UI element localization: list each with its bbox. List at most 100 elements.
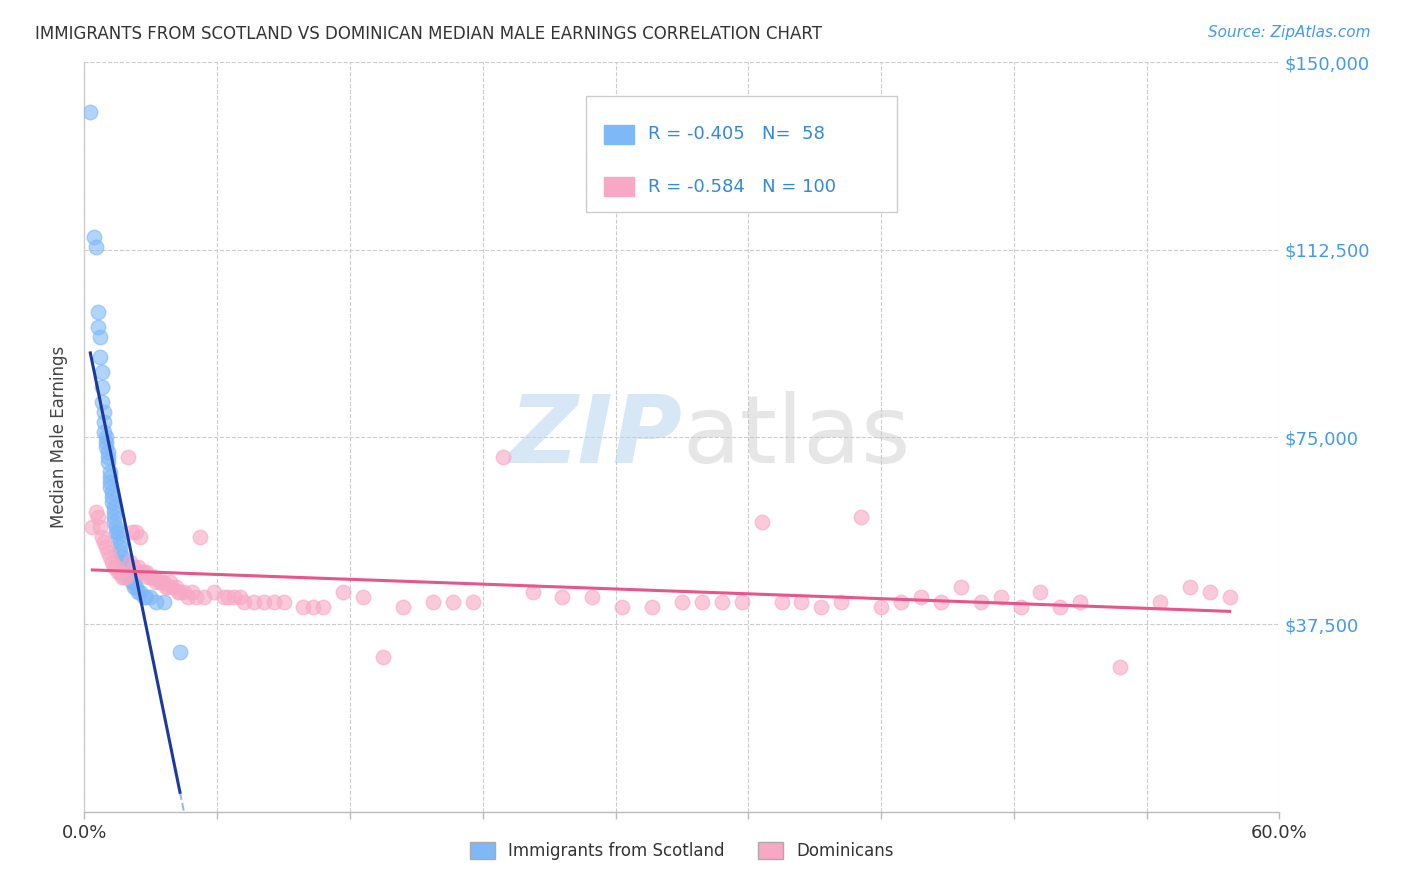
Point: [111, 555, 134, 569]
Point: [810, 599, 832, 614]
Point: [139, 570, 162, 584]
Point: [107, 524, 129, 539]
Text: ZIP: ZIP: [509, 391, 682, 483]
Point: [132, 590, 156, 604]
Point: [392, 599, 415, 614]
Point: [492, 450, 515, 464]
Point: [671, 595, 693, 609]
Point: [112, 560, 135, 574]
Point: [232, 595, 254, 609]
Point: [159, 574, 181, 589]
Point: [120, 570, 142, 584]
Point: [122, 560, 145, 574]
Point: [641, 599, 664, 614]
Point: [103, 515, 125, 529]
Point: [96, 440, 118, 454]
Point: [112, 555, 135, 569]
Point: [222, 590, 245, 604]
Point: [125, 524, 148, 539]
Point: [751, 515, 773, 529]
Point: [121, 524, 143, 539]
Point: [292, 599, 315, 614]
Point: [91, 365, 114, 379]
Point: [115, 570, 138, 584]
Point: [212, 590, 235, 604]
Point: [93, 405, 115, 419]
Point: [136, 570, 159, 584]
Point: [82, 520, 104, 534]
Point: [86, 505, 108, 519]
Point: [97, 455, 120, 469]
Point: [87, 305, 110, 319]
Point: [332, 585, 354, 599]
Point: [87, 510, 110, 524]
Bar: [605, 125, 634, 144]
Point: [107, 530, 129, 544]
Point: [273, 595, 295, 609]
Point: [153, 595, 176, 609]
Point: [117, 565, 139, 579]
Point: [612, 599, 634, 614]
Point: [202, 585, 225, 599]
Point: [89, 350, 111, 364]
Point: [1010, 599, 1032, 614]
Point: [173, 585, 195, 599]
Point: [990, 590, 1012, 604]
Point: [851, 510, 873, 524]
Point: [352, 590, 374, 604]
Point: [125, 580, 148, 594]
Point: [229, 590, 252, 604]
Point: [167, 585, 190, 599]
Point: [143, 570, 166, 584]
Point: [111, 549, 134, 564]
Point: [98, 480, 121, 494]
Point: [581, 590, 603, 604]
Point: [93, 535, 115, 549]
Text: Source: ZipAtlas.com: Source: ZipAtlas.com: [1208, 25, 1371, 40]
Text: R = -0.405   N=  58: R = -0.405 N= 58: [648, 126, 825, 144]
Point: [122, 580, 145, 594]
Point: [89, 520, 111, 534]
Point: [101, 495, 124, 509]
Point: [145, 574, 167, 589]
Point: [129, 585, 152, 599]
Point: [105, 524, 128, 539]
Point: [870, 599, 893, 614]
Point: [890, 595, 912, 609]
Point: [96, 435, 118, 450]
Point: [263, 595, 285, 609]
Point: [110, 535, 132, 549]
Legend: Immigrants from Scotland, Dominicans: Immigrants from Scotland, Dominicans: [463, 836, 901, 867]
Point: [103, 560, 125, 574]
FancyBboxPatch shape: [586, 96, 897, 212]
Point: [101, 555, 124, 569]
Point: [105, 520, 128, 534]
Point: [129, 530, 152, 544]
Point: [110, 565, 132, 579]
Point: [103, 500, 125, 514]
Point: [217, 590, 239, 604]
Point: [103, 505, 125, 519]
Point: [96, 430, 118, 444]
Point: [101, 485, 124, 500]
Point: [93, 425, 115, 439]
Point: [970, 595, 993, 609]
Point: [302, 599, 325, 614]
Point: [97, 450, 120, 464]
Point: [111, 570, 134, 584]
Point: [253, 595, 276, 609]
Text: R = -0.584   N = 100: R = -0.584 N = 100: [648, 178, 837, 195]
Point: [731, 595, 754, 609]
Point: [1198, 585, 1220, 599]
Point: [830, 595, 852, 609]
Point: [1178, 580, 1201, 594]
Point: [193, 590, 215, 604]
Point: [97, 545, 120, 559]
Point: [91, 395, 114, 409]
Text: atlas: atlas: [682, 391, 910, 483]
Y-axis label: Median Male Earnings: Median Male Earnings: [51, 346, 69, 528]
Point: [89, 330, 111, 344]
Point: [551, 590, 574, 604]
Point: [184, 590, 207, 604]
Point: [153, 574, 176, 589]
